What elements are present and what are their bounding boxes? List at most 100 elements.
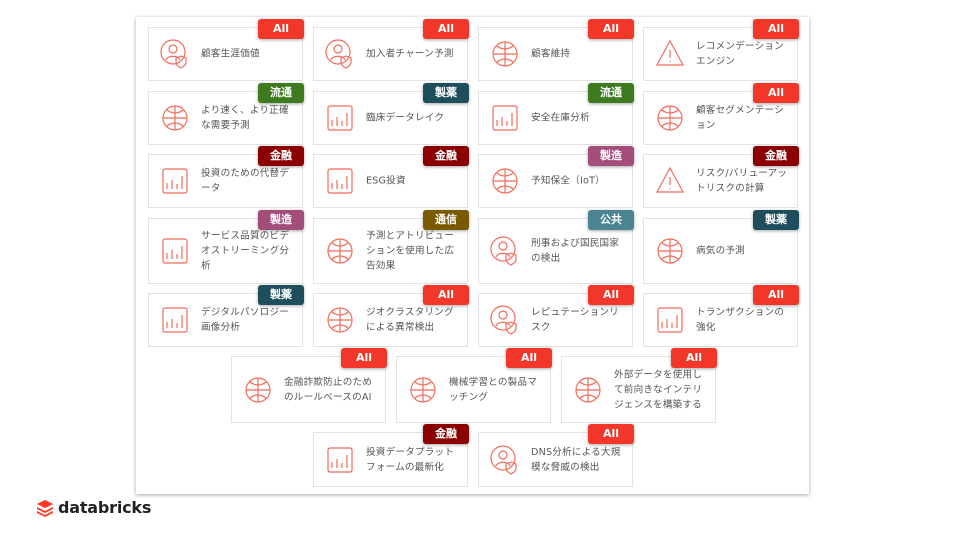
- industry-badge: All: [753, 19, 799, 39]
- use-case-card[interactable]: 予知保全（IoT） 製造: [478, 146, 634, 208]
- use-case-card[interactable]: トランザクションの強化 All: [643, 285, 799, 347]
- industry-badge: All: [341, 348, 387, 368]
- use-case-card[interactable]: ESG投資 金融: [313, 146, 469, 208]
- industry-badge: 金融: [423, 146, 469, 166]
- industry-badge: All: [588, 285, 634, 305]
- hacker-icon: [490, 236, 517, 266]
- use-case-title: レコメンデーションエンジン: [696, 41, 784, 67]
- use-case-card[interactable]: リスク/バリューアットリスクの計算 金融: [643, 146, 799, 208]
- medal-icon: [490, 305, 517, 335]
- industry-badge: 製造: [588, 146, 634, 166]
- use-case-card[interactable]: 刑事および国民国家の検出 公共: [478, 210, 634, 284]
- use-case-card[interactable]: 投資のための代替データ 金融: [148, 146, 304, 208]
- ml-circuit-icon: [410, 376, 436, 403]
- industry-badge: All: [423, 19, 469, 39]
- use-case-title: 病気の予測: [696, 245, 745, 257]
- use-case-title: 外部データを使用して前向きなインテリジェンスを構築する: [614, 369, 703, 410]
- line-chart-window-icon: [327, 446, 353, 473]
- industry-badge: 流通: [258, 83, 304, 103]
- use-case-card[interactable]: 予測とアトリビューションを使用した広告効果 通信: [313, 210, 469, 284]
- use-case-card[interactable]: 金融詐欺防止のためのルールベースのAI All: [231, 348, 387, 423]
- industry-badge: 製薬: [258, 285, 304, 305]
- recommendation-engine-icon: [655, 39, 685, 66]
- hacker-laptop-icon: [490, 444, 517, 475]
- use-case-title: 予知保全（IoT）: [531, 175, 605, 187]
- use-case-title: デジタルパソロジー画像分析: [201, 307, 289, 333]
- industry-badge: All: [753, 285, 799, 305]
- brand-name: databricks: [58, 498, 152, 517]
- pathology-image-icon: [162, 307, 188, 333]
- data-lake-icon: [327, 105, 353, 131]
- use-case-card[interactable]: レコメンデーションエンジン All: [643, 19, 799, 81]
- industry-badge: All: [506, 348, 552, 368]
- use-case-title: ESG投資: [366, 175, 406, 187]
- use-case-card[interactable]: より速く、より正確な需要予測 流通: [148, 83, 304, 145]
- geo-cluster-icon: [327, 307, 353, 333]
- industry-badge: 製薬: [753, 210, 799, 230]
- industry-badge: All: [588, 19, 634, 39]
- use-case-title: 予測とアトリビューションを使用した広告効果: [366, 230, 455, 272]
- industry-badge: All: [588, 424, 634, 444]
- use-case-title: より速く、より正確な需要予測: [201, 105, 289, 131]
- industry-badge: All: [753, 83, 799, 103]
- warning-icon: [655, 166, 685, 193]
- use-case-title: レピュテーションリスク: [531, 307, 619, 333]
- industry-badge: All: [258, 19, 304, 39]
- use-case-title: 機械学習との製品マッチング: [449, 376, 538, 403]
- use-case-card[interactable]: 投資データプラットフォームの最新化 金融: [313, 424, 469, 487]
- industry-badge: All: [671, 348, 717, 368]
- use-case-card[interactable]: 安全在庫分析 流通: [478, 83, 634, 145]
- databricks-logo: databricks: [36, 498, 151, 517]
- use-case-card[interactable]: 外部データを使用して前向きなインテリジェンスを構築する All: [561, 348, 717, 423]
- industry-badge: 流通: [588, 83, 634, 103]
- industry-badge: 製薬: [423, 83, 469, 103]
- industry-badge: 金融: [753, 146, 799, 166]
- use-case-card[interactable]: 顧客セグメンテーション All: [643, 83, 799, 145]
- use-case-title: 金融詐欺防止のためのルールベースのAI: [284, 376, 373, 403]
- use-case-card[interactable]: 病気の予測 製薬: [643, 210, 799, 284]
- use-case-title: 顧客セグメンテーション: [696, 105, 784, 131]
- cloud-data-icon: [575, 376, 601, 403]
- industry-badge: All: [423, 285, 469, 305]
- inventory-analysis-icon: [492, 105, 518, 131]
- use-case-title: ジオクラスタリングによる異常検出: [366, 307, 454, 333]
- globe-icon: [327, 238, 353, 264]
- industry-badge: 公共: [588, 210, 634, 230]
- use-case-card[interactable]: ジオクラスタリングによる異常検出 All: [313, 285, 469, 347]
- use-case-card[interactable]: 加入者チャーン予測 All: [313, 19, 469, 81]
- stethoscope-icon: [657, 238, 683, 264]
- use-case-card[interactable]: 顧客生涯価値 All: [148, 19, 304, 81]
- video-tv-icon: [162, 238, 188, 264]
- customer-shield-icon: [160, 39, 187, 69]
- use-case-card[interactable]: 顧客維持 All: [478, 19, 634, 81]
- use-case-title: 投資のための代替データ: [201, 168, 290, 194]
- use-case-card[interactable]: DNS分析による大規模な脅威の検出 All: [478, 424, 634, 487]
- use-case-title: 顧客維持: [531, 48, 571, 60]
- use-case-card[interactable]: 臨床データレイク 製薬: [313, 83, 469, 145]
- use-case-card[interactable]: レピュテーションリスク All: [478, 285, 634, 347]
- industry-badge: 製造: [258, 210, 304, 230]
- alt-data-chart-icon: [162, 168, 188, 194]
- use-case-card[interactable]: デジタルパソロジー画像分析 製薬: [148, 285, 304, 347]
- use-case-title: 投資データプラットフォームの最新化: [366, 446, 455, 473]
- bar-chart-icon: [327, 168, 353, 194]
- demand-forecast-icon: [162, 105, 188, 131]
- use-case-title: トランザクションの強化: [696, 307, 785, 333]
- rule-flow-icon: [245, 376, 271, 403]
- use-case-card[interactable]: 機械学習との製品マッチング All: [396, 348, 552, 423]
- segmentation-icon: [657, 105, 683, 131]
- industry-badge: 通信: [423, 210, 469, 230]
- use-case-title: 加入者チャーン予測: [366, 48, 454, 60]
- use-case-title: 臨床データレイク: [366, 112, 445, 124]
- use-case-title: DNS分析による大規模な脅威の検出: [531, 446, 621, 473]
- industry-badge: 金融: [423, 424, 469, 444]
- use-case-title: 顧客生涯価値: [201, 48, 260, 60]
- use-case-title: サービス品質のビデオストリーミング分析: [201, 230, 290, 272]
- databricks-logo-icon: [37, 499, 53, 517]
- customer-retention-icon: [492, 41, 518, 67]
- use-case-title: 安全在庫分析: [531, 112, 590, 124]
- use-case-title: リスク/バリューアットリスクの計算: [696, 168, 788, 194]
- use-case-card[interactable]: サービス品質のビデオストリーミング分析 製造: [148, 210, 304, 284]
- gear-wrench-icon: [492, 168, 518, 194]
- credit-card-receipt-icon: [657, 307, 683, 333]
